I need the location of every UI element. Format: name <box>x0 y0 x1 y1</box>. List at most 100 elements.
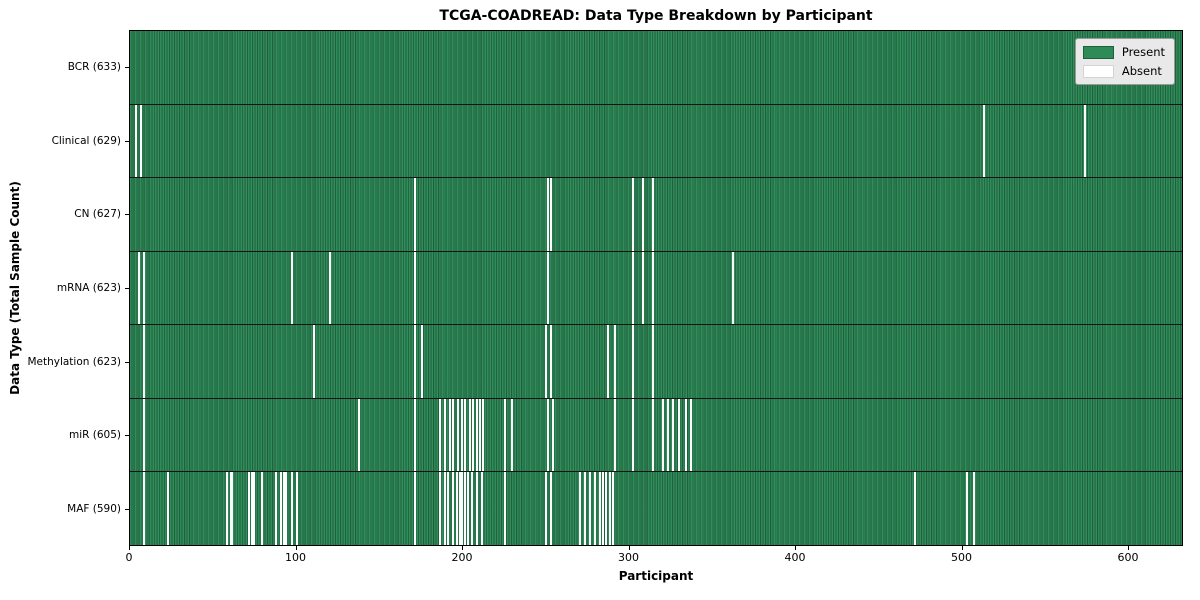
absent-mark <box>479 398 481 472</box>
y-tick-mark <box>125 509 129 511</box>
absent-mark <box>475 472 478 546</box>
absent-mark <box>641 251 644 325</box>
absent-mark <box>357 398 360 472</box>
absent-mark <box>608 472 611 546</box>
absent-mark <box>547 398 550 472</box>
y-tick-mark <box>125 435 129 437</box>
absent-mark <box>444 472 447 546</box>
absent-mark <box>452 398 455 472</box>
absent-mark <box>414 472 417 546</box>
row-bcr <box>130 31 1182 104</box>
y-tick-mark <box>125 361 129 363</box>
y-tick-label: CN (627) <box>74 208 121 221</box>
y-tick-mark <box>125 288 129 289</box>
absent-mark <box>611 472 614 546</box>
absent-mark <box>414 251 417 325</box>
absent-mark <box>452 472 455 546</box>
absent-mark <box>550 178 553 251</box>
absent-mark <box>449 398 452 472</box>
absent-mark <box>464 472 467 546</box>
absent-mark <box>547 251 550 325</box>
x-tick-mark <box>295 546 297 550</box>
absent-mark <box>666 398 669 472</box>
absent-mark <box>143 472 146 546</box>
absent-mark <box>631 251 634 325</box>
absent-mark <box>229 472 232 546</box>
chart-title: TCGA-COADREAD: Data Type Breakdown by Pa… <box>439 8 873 24</box>
absent-mark <box>598 472 601 546</box>
absent-mark <box>593 472 596 546</box>
absent-mark <box>651 325 654 398</box>
absent-mark <box>731 251 734 325</box>
absent-mark <box>312 325 315 398</box>
legend-item-present: Present <box>1082 45 1165 59</box>
absent-mark <box>469 398 472 472</box>
legend-swatch-present <box>1082 45 1114 59</box>
absent-mark <box>982 104 985 178</box>
absent-mark <box>291 251 294 325</box>
absent-mark <box>470 472 473 546</box>
absent-mark <box>139 104 142 178</box>
absent-mark <box>631 325 634 398</box>
absent-mark <box>503 398 506 472</box>
row-methylation <box>130 324 1182 398</box>
absent-mark <box>510 398 513 472</box>
absent-mark <box>1083 104 1086 178</box>
legend-swatch-absent <box>1082 64 1114 78</box>
absent-mark <box>601 472 604 546</box>
absent-mark <box>439 472 442 546</box>
absent-mark <box>279 472 282 546</box>
absent-mark <box>914 472 917 546</box>
absent-mark <box>685 398 688 472</box>
absent-mark <box>274 472 277 546</box>
x-tick-mark <box>961 546 963 550</box>
absent-mark <box>631 178 634 251</box>
x-tick-mark <box>462 546 464 550</box>
absent-mark <box>329 251 332 325</box>
absent-mark <box>291 472 294 546</box>
absent-mark <box>455 472 458 546</box>
row-mrna <box>130 250 1182 325</box>
absent-mark <box>134 104 137 178</box>
absent-mark <box>460 472 463 546</box>
absent-mark <box>284 472 287 546</box>
absent-mark <box>143 251 146 325</box>
x-tick-label: 600 <box>1117 551 1139 564</box>
absent-mark <box>545 325 548 398</box>
x-tick-mark <box>129 546 130 550</box>
x-tick-label: 500 <box>951 551 973 564</box>
absent-mark <box>651 251 654 325</box>
absent-mark <box>545 472 548 546</box>
absent-mark <box>414 178 417 251</box>
absent-mark <box>641 178 644 251</box>
y-tick-mark <box>125 140 129 142</box>
absent-mark <box>651 398 654 472</box>
absent-mark <box>475 398 478 472</box>
absent-mark <box>678 398 681 472</box>
absent-mark <box>651 178 654 251</box>
row-clinical <box>130 103 1182 178</box>
absent-mark <box>138 251 141 325</box>
absent-mark <box>550 472 553 546</box>
legend-item-absent: Absent <box>1082 64 1165 78</box>
y-tick-label: BCR (633) <box>67 60 121 73</box>
absent-mark <box>671 398 674 472</box>
x-tick-label: 400 <box>784 551 806 564</box>
absent-mark <box>252 472 255 546</box>
absent-mark <box>472 398 475 472</box>
legend: Present Absent <box>1074 38 1175 85</box>
absent-mark <box>282 472 285 546</box>
y-tick-label: mRNA (623) <box>56 282 121 294</box>
absent-mark <box>439 398 442 472</box>
absent-mark <box>414 325 417 398</box>
absent-mark <box>503 472 506 546</box>
absent-mark <box>631 398 634 472</box>
plot-area: Present Absent <box>129 30 1183 546</box>
absent-mark <box>261 472 264 546</box>
absent-mark <box>143 325 146 398</box>
absent-mark <box>420 325 423 398</box>
y-tick-label: MAF (590) <box>67 503 121 516</box>
absent-mark <box>482 398 485 472</box>
absent-mark <box>231 472 234 546</box>
